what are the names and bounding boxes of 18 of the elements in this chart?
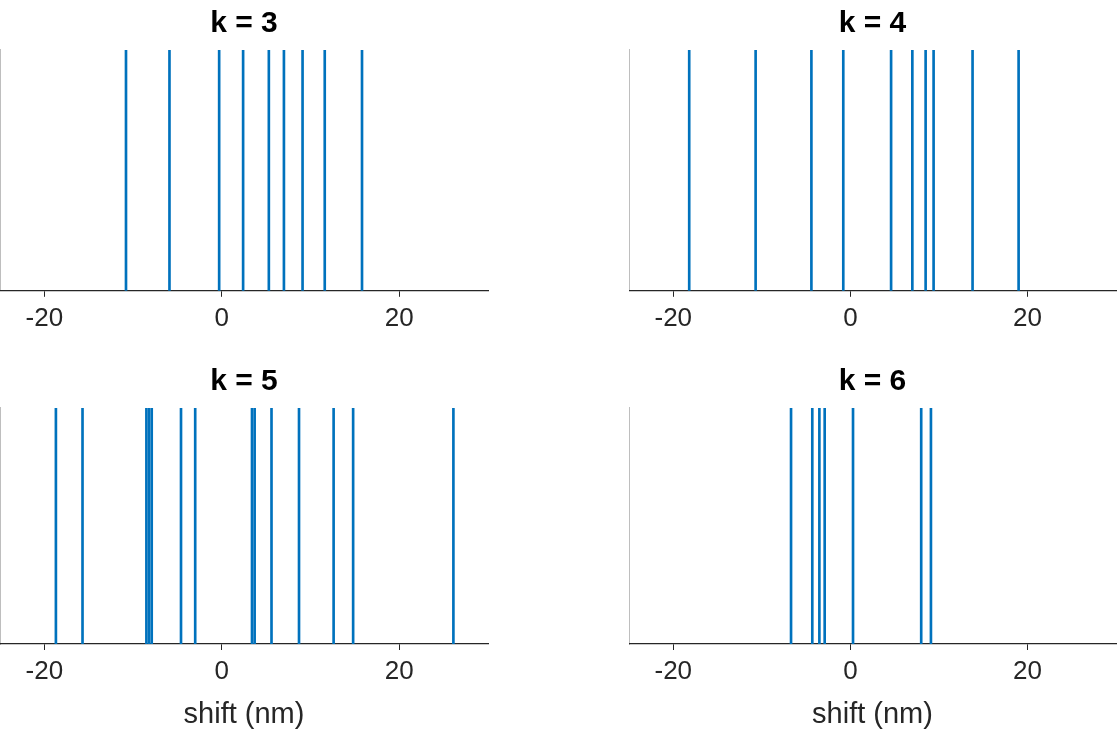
x-tick-label: -20 <box>25 301 64 332</box>
x-tick-label: 20 <box>384 301 414 332</box>
chart-title: k = 3 <box>210 5 278 39</box>
x-tick-label: 0 <box>214 301 230 332</box>
x-tick-label: 0 <box>843 301 858 332</box>
chart-title: k = 5 <box>210 363 278 397</box>
x-tick-label: 0 <box>843 654 858 685</box>
x-tick-label: 20 <box>1012 301 1042 332</box>
x-tick-label: -20 <box>25 654 64 685</box>
x-tick-label: 20 <box>1012 654 1042 685</box>
x-tick-label: -20 <box>654 301 693 332</box>
x-tick-label: -20 <box>654 654 693 685</box>
x-axis-title: shift (nm) <box>812 696 933 729</box>
x-tick-label: 20 <box>384 654 414 685</box>
chart-title: k = 6 <box>838 363 907 397</box>
chart-title: k = 4 <box>838 5 907 39</box>
x-tick-label: 0 <box>214 654 230 685</box>
x-axis-title: shift (nm) <box>183 696 305 729</box>
